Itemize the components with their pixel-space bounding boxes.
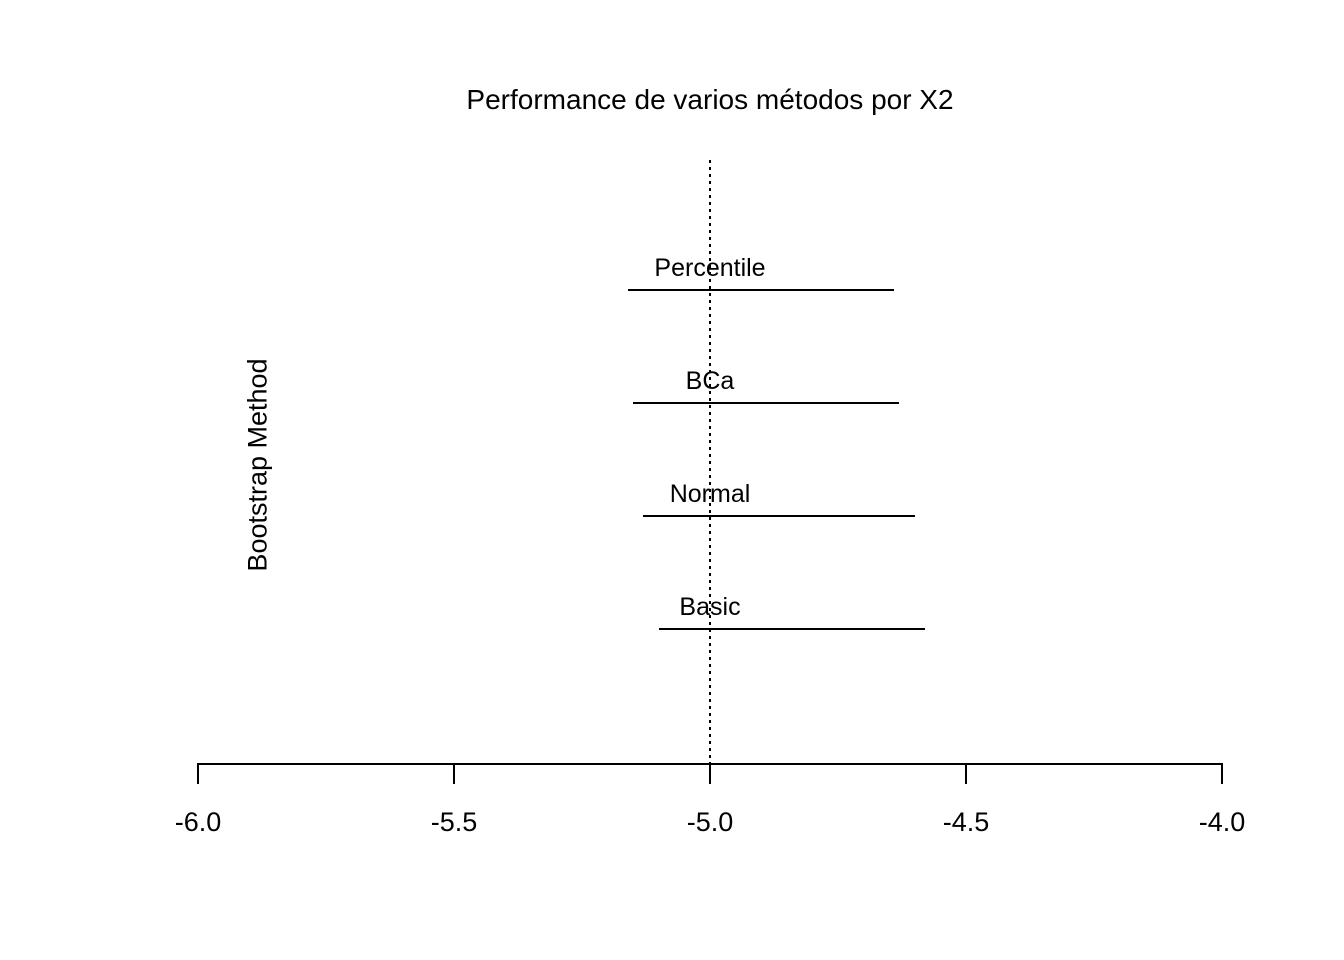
- x-axis-line: [197, 763, 1223, 765]
- interval-label-bca: BCa: [685, 367, 735, 395]
- x-axis-tick: [965, 765, 967, 784]
- x-axis-tick: [453, 765, 455, 784]
- x-axis-tick-label: -4.0: [1198, 807, 1246, 837]
- interval-line-basic: [658, 628, 926, 630]
- x-axis-tick: [709, 765, 711, 784]
- reference-line: [709, 160, 711, 763]
- x-axis-tick-label: -6.0: [174, 807, 222, 837]
- x-axis-tick-label: -5.0: [686, 807, 734, 837]
- interval-line-bca: [633, 402, 900, 404]
- interval-line-normal: [643, 515, 915, 517]
- x-axis-tick-label: -4.5: [942, 807, 990, 837]
- x-axis-tick: [1221, 765, 1223, 784]
- interval-label-basic: Basic: [679, 593, 741, 621]
- interval-label-percentile: Percentile: [654, 254, 766, 282]
- y-axis-label: Bootstrap Method: [242, 358, 273, 572]
- x-axis-tick: [197, 765, 199, 784]
- x-axis-tick-label: -5.5: [430, 807, 478, 837]
- interval-line-percentile: [628, 289, 895, 291]
- chart-title: Performance de varios métodos por X2: [466, 84, 954, 115]
- interval-label-normal: Normal: [669, 480, 751, 508]
